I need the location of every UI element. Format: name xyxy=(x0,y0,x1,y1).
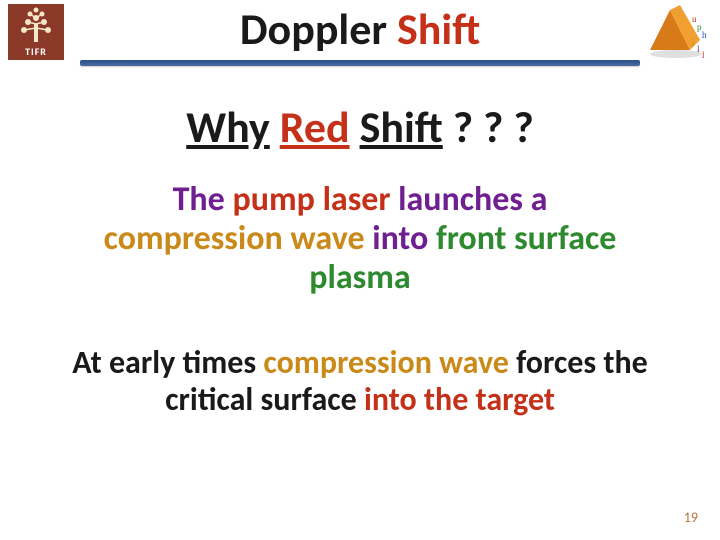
text-run: into xyxy=(365,218,436,259)
slide: TIFR u p h i l l Doppler Shift Why Red S… xyxy=(0,0,720,540)
subtitle-part-2: Red xyxy=(280,100,350,154)
title-word-1: Doppler xyxy=(240,2,387,56)
text-run: The xyxy=(173,179,233,220)
text-run: compression wave xyxy=(104,218,365,259)
text-run: forces the xyxy=(509,343,648,382)
title-word-2: Shift xyxy=(397,2,480,56)
subtitle-question: ? ? ? xyxy=(453,100,534,154)
text-run: into the target xyxy=(357,380,555,419)
paragraph-2: At early times compression wave forces t… xyxy=(60,345,660,419)
slide-title: Doppler Shift xyxy=(0,2,720,56)
slide-subtitle: Why Red Shift ? ? ? xyxy=(0,100,720,154)
subtitle-part-3: Shift xyxy=(360,100,443,154)
subtitle-part-1: Why xyxy=(186,100,270,154)
paragraph-1: The pump laser launches a compression wa… xyxy=(80,180,640,297)
text-run: At early times xyxy=(72,343,263,382)
title-underline xyxy=(80,60,640,66)
text-run: launches a xyxy=(398,179,547,220)
text-run: compression wave xyxy=(263,343,509,382)
page-number: 19 xyxy=(684,509,698,526)
text-run: critical surface xyxy=(165,380,357,419)
text-run: pump laser xyxy=(232,179,398,220)
